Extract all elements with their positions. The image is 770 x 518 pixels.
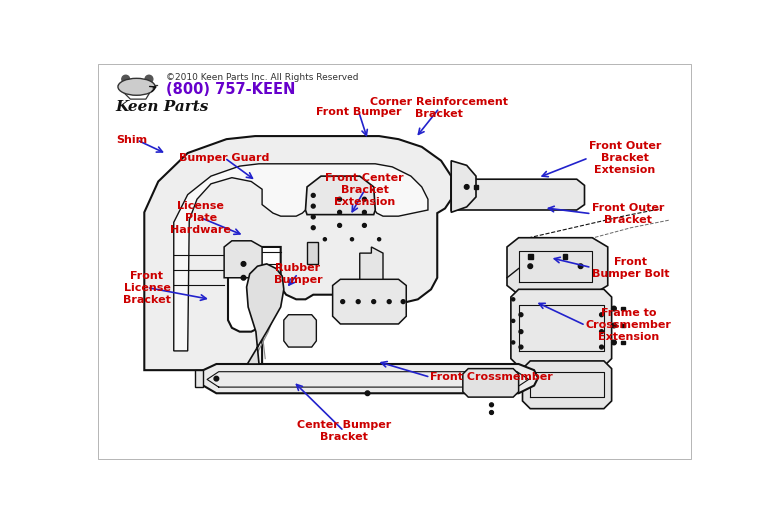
Circle shape <box>377 238 380 241</box>
Text: Bumper Guard: Bumper Guard <box>179 153 270 163</box>
Text: Front Outer
Bracket: Front Outer Bracket <box>591 203 664 225</box>
Circle shape <box>600 313 604 316</box>
Circle shape <box>241 262 246 266</box>
Text: Front
License
Bracket: Front License Bracket <box>123 270 171 305</box>
Circle shape <box>401 300 405 304</box>
Circle shape <box>511 319 515 322</box>
Circle shape <box>338 210 342 214</box>
FancyBboxPatch shape <box>196 370 203 387</box>
Circle shape <box>290 324 293 327</box>
Circle shape <box>311 215 315 219</box>
Circle shape <box>600 345 604 349</box>
Bar <box>474 185 478 189</box>
Polygon shape <box>451 179 584 210</box>
Polygon shape <box>507 238 608 295</box>
Circle shape <box>363 197 367 201</box>
Polygon shape <box>511 290 611 366</box>
Circle shape <box>611 323 616 328</box>
Text: Corner Reinforcement
Bracket: Corner Reinforcement Bracket <box>370 97 508 119</box>
Circle shape <box>241 276 246 280</box>
Circle shape <box>519 313 523 316</box>
Polygon shape <box>523 361 611 409</box>
Circle shape <box>519 330 523 334</box>
Circle shape <box>338 223 342 227</box>
Circle shape <box>307 324 310 327</box>
Circle shape <box>290 332 293 335</box>
Circle shape <box>145 75 152 83</box>
Circle shape <box>372 300 376 304</box>
Ellipse shape <box>118 78 155 95</box>
Circle shape <box>528 264 533 268</box>
Circle shape <box>363 210 367 214</box>
Polygon shape <box>199 364 538 393</box>
Text: Front Crossmember: Front Crossmember <box>430 372 553 382</box>
Text: Front Outer
Bracket
Extension: Front Outer Bracket Extension <box>588 141 661 175</box>
Circle shape <box>311 193 315 197</box>
Circle shape <box>311 204 315 208</box>
Circle shape <box>350 238 353 241</box>
Circle shape <box>490 403 494 407</box>
Polygon shape <box>174 164 428 351</box>
Text: Front Bumper: Front Bumper <box>316 107 402 117</box>
Circle shape <box>307 332 310 335</box>
Text: Shim: Shim <box>116 135 147 145</box>
Circle shape <box>323 238 326 241</box>
Polygon shape <box>360 247 383 279</box>
Text: Frame to
Crossmember
Extension: Frame to Crossmember Extension <box>586 308 671 342</box>
Text: Front Center
Bracket
Extension: Front Center Bracket Extension <box>326 173 404 207</box>
Circle shape <box>511 341 515 344</box>
Polygon shape <box>307 242 318 264</box>
Text: Keen Parts: Keen Parts <box>116 100 209 114</box>
Polygon shape <box>246 264 284 364</box>
Text: (800) 757-KEEN: (800) 757-KEEN <box>166 82 296 97</box>
Polygon shape <box>451 161 476 212</box>
Text: Front
Bumper Bolt: Front Bumper Bolt <box>591 256 669 279</box>
Circle shape <box>311 226 315 229</box>
Circle shape <box>365 391 370 396</box>
Circle shape <box>464 184 469 189</box>
Text: ©2010 Keen Parts Inc. All Rights Reserved: ©2010 Keen Parts Inc. All Rights Reserve… <box>166 73 359 82</box>
Circle shape <box>578 264 583 268</box>
Text: License
Plate
Hardware: License Plate Hardware <box>170 200 231 235</box>
Polygon shape <box>306 176 375 214</box>
Polygon shape <box>333 279 407 324</box>
Circle shape <box>600 330 604 334</box>
Circle shape <box>338 197 342 201</box>
Bar <box>621 324 625 327</box>
Polygon shape <box>284 315 316 347</box>
Polygon shape <box>463 369 519 397</box>
Circle shape <box>363 223 367 227</box>
Circle shape <box>611 306 616 311</box>
Bar <box>621 340 625 344</box>
Text: Rubber
Bumper: Rubber Bumper <box>273 263 323 284</box>
Circle shape <box>512 376 517 381</box>
Circle shape <box>490 411 494 414</box>
Circle shape <box>341 300 345 304</box>
Bar <box>528 254 533 258</box>
Text: Center Bumper
Bracket: Center Bumper Bracket <box>296 420 391 442</box>
Circle shape <box>122 75 129 83</box>
Polygon shape <box>144 136 451 370</box>
Circle shape <box>519 345 523 349</box>
Circle shape <box>511 298 515 301</box>
Bar <box>621 307 625 310</box>
Circle shape <box>214 376 219 381</box>
Circle shape <box>611 340 616 345</box>
Polygon shape <box>224 241 262 278</box>
Circle shape <box>387 300 391 304</box>
Bar <box>563 254 567 258</box>
Circle shape <box>357 300 360 304</box>
